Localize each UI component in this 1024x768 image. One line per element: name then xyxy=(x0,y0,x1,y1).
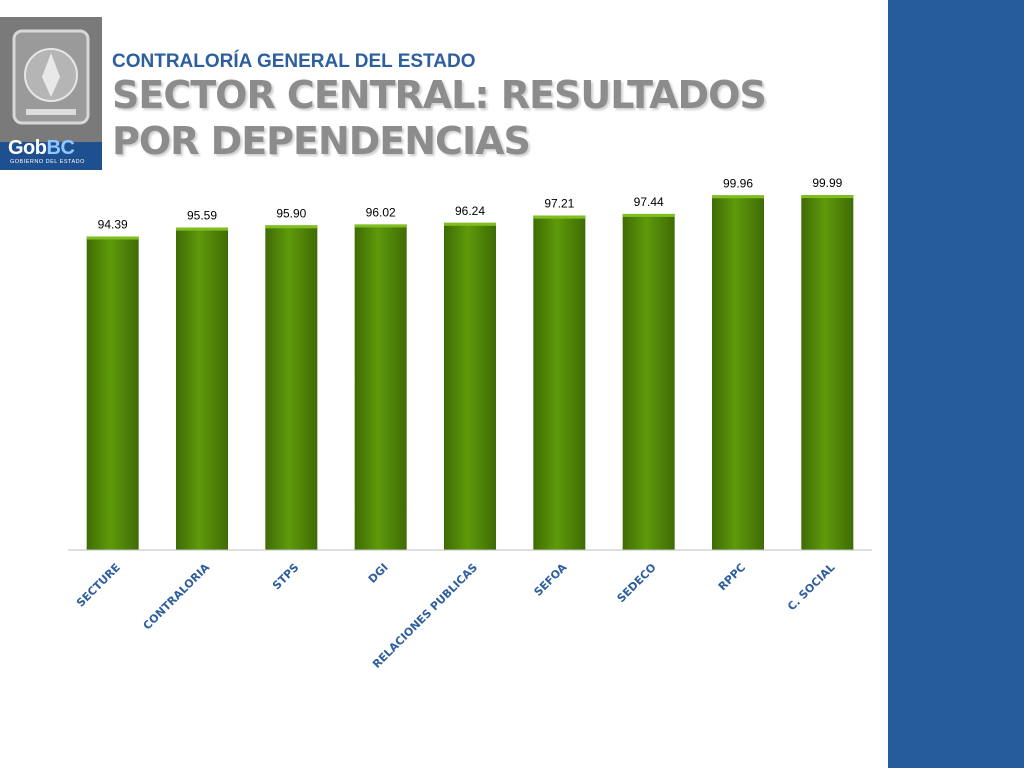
bar-top-highlight xyxy=(712,195,764,199)
bar-top-highlight xyxy=(265,225,318,229)
state-seal-icon xyxy=(0,17,102,142)
bar-chart: 94.39 SECTURE 95.59 CONTRALORIA 95.90 STPS 96.… xyxy=(68,176,872,671)
category-tick-label: SEFOA xyxy=(532,561,570,599)
gobbc-logo: GobBC GOBIERNO DEL ESTADO xyxy=(0,17,102,170)
bar-sefoa xyxy=(533,215,586,550)
side-band xyxy=(888,0,1024,768)
bar-contraloria xyxy=(176,227,228,550)
data-label: 94.39 xyxy=(98,217,128,231)
bar-top-highlight xyxy=(622,213,675,217)
slide-title-line2: POR DEPENDENCIAS xyxy=(112,119,531,163)
data-label: 97.44 xyxy=(634,195,664,209)
bar-rppc xyxy=(712,195,764,550)
category-tick-label: SECTURE xyxy=(74,561,123,610)
data-label: 97.21 xyxy=(544,197,574,211)
bar-relaciones-publicas xyxy=(444,222,496,550)
org-title: CONTRALORÍA GENERAL DEL ESTADO xyxy=(112,51,476,72)
bar-sedeco xyxy=(622,213,675,550)
bar-top-highlight xyxy=(444,222,496,226)
logo-brand: GobBC xyxy=(8,137,75,159)
slide-title-line1: SECTOR CENTRAL: RESULTADOS xyxy=(112,73,767,117)
category-tick-label: CONTRALORIA xyxy=(141,561,213,633)
category-tick-label: C. SOCIAL xyxy=(785,561,837,613)
bar-top-highlight xyxy=(86,236,139,240)
category-tick-label: STPS xyxy=(270,561,301,592)
slide-title: SECTOR CENTRAL: RESULTADOS POR DEPENDENC… xyxy=(112,72,812,164)
bar-top-highlight xyxy=(176,227,228,231)
bar-secture xyxy=(86,236,139,550)
category-tick-label: RELACIONES PUBLICAS xyxy=(370,561,480,671)
logo-subtitle: GOBIERNO DEL ESTADO xyxy=(10,159,85,165)
data-label: 99.96 xyxy=(723,176,753,190)
data-label: 95.59 xyxy=(187,209,217,223)
category-tick-label: RPPC xyxy=(716,561,748,593)
category-tick-label: SEDECO xyxy=(615,561,659,605)
bar-top-highlight xyxy=(801,195,854,199)
data-label: 99.99 xyxy=(812,176,842,190)
bar-top-highlight xyxy=(533,215,586,219)
data-label: 96.02 xyxy=(366,205,396,219)
data-label: 96.24 xyxy=(455,204,485,218)
bar-stps xyxy=(265,225,318,550)
bar-top-highlight xyxy=(354,224,407,228)
bar-dgi xyxy=(354,224,407,550)
bar-c-social xyxy=(801,195,854,550)
category-tick-label: DGI xyxy=(366,561,391,586)
data-label: 95.90 xyxy=(276,206,306,220)
